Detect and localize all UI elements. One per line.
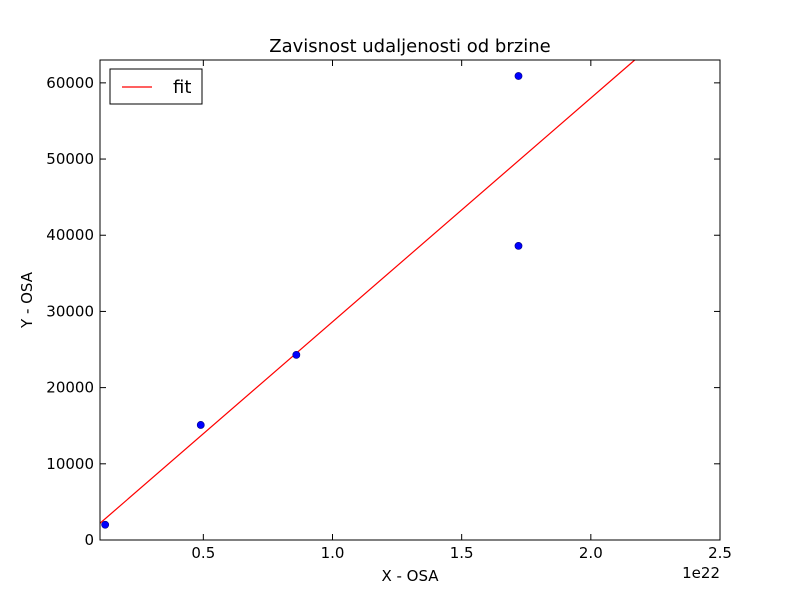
chart-title: Zavisnost udaljenosti od brzine (269, 36, 550, 57)
legend-fit-label: fit (173, 77, 191, 98)
x-tick-label: 1.5 (450, 544, 474, 562)
x-tick-label: 2.5 (708, 544, 732, 562)
x-tick-label: 2.0 (579, 544, 603, 562)
x-axis-offset-text: 1e22 (682, 564, 720, 582)
y-tick-label: 20000 (46, 379, 94, 397)
data-point (292, 350, 301, 359)
x-tick-label: 0.5 (191, 544, 215, 562)
plot-area (100, 60, 720, 540)
data-point (514, 72, 523, 80)
axis-ticks: 0.5 1.0 1.5 2.0 2.5 0 10000 20000 30000 40000 5000… (46, 60, 732, 562)
y-tick-label: 30000 (46, 302, 94, 320)
x-axis-label: X - OSA (381, 567, 439, 585)
y-axis-label: Y - OSA (18, 271, 36, 329)
data-point (514, 242, 523, 250)
legend: fit (109, 68, 203, 105)
fit-line (99, 59, 636, 524)
data-marks (99, 59, 636, 529)
y-tick-label: 10000 (46, 455, 94, 473)
y-tick-label: 50000 (46, 150, 94, 168)
y-tick-label: 40000 (46, 226, 94, 244)
data-point (101, 520, 110, 529)
y-tick-label: 0 (84, 531, 94, 549)
plot-frame (99, 59, 721, 541)
y-tick-label: 60000 (46, 74, 94, 92)
x-tick-label: 1.0 (321, 544, 345, 562)
data-point (196, 421, 205, 429)
